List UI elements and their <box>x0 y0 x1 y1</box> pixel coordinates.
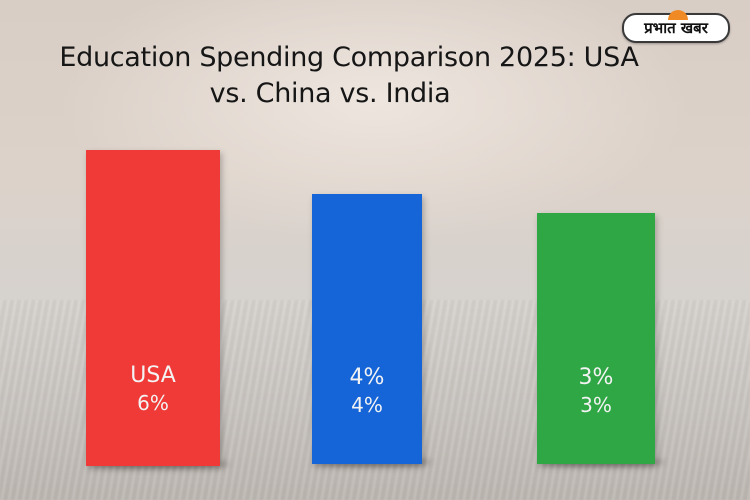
chart-title: Education Spending Comparison 2025: USA … <box>20 40 640 112</box>
bar-usa: USA 6% <box>86 150 220 466</box>
prabhat-khabar-logo: प्रभात खबर <box>622 10 730 43</box>
bar-india: 3% 3% <box>537 213 655 464</box>
bar-china: 4% 4% <box>312 194 422 464</box>
bar-label-top: 4% <box>349 365 385 390</box>
sun-logo-icon <box>668 10 688 20</box>
bar-value-label: 6% <box>137 391 169 415</box>
logo-text: प्रभात खबर <box>644 19 708 37</box>
bar-value-label: 4% <box>351 393 383 417</box>
chart-title-line-1: Education Spending Comparison 2025: USA <box>59 42 639 73</box>
bar-value-label: 3% <box>580 393 612 417</box>
bar-label-top: 3% <box>578 365 614 390</box>
bar-label-top: USA <box>130 363 176 388</box>
chart-title-line-2: vs. China vs. India <box>209 78 451 109</box>
